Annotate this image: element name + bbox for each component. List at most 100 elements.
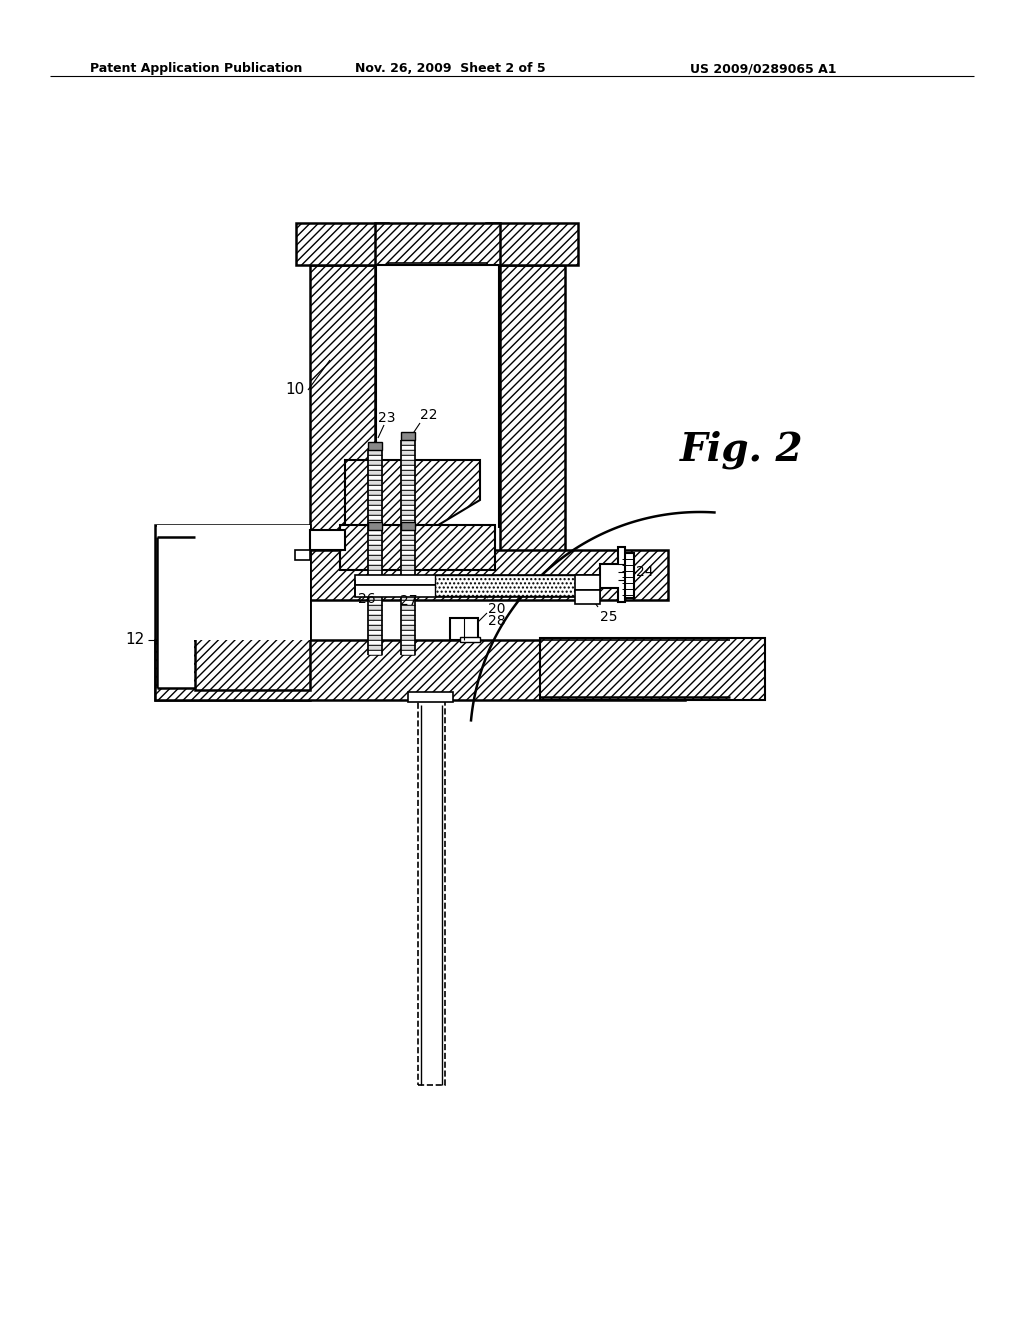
Bar bbox=[401, 450, 415, 455]
Bar bbox=[368, 576, 382, 579]
Bar bbox=[401, 645, 415, 649]
Bar bbox=[368, 470, 382, 475]
Bar bbox=[540, 638, 765, 700]
Bar bbox=[295, 550, 310, 560]
Bar bbox=[401, 470, 415, 475]
Bar bbox=[368, 615, 382, 620]
Text: 25: 25 bbox=[600, 610, 617, 624]
Text: 10: 10 bbox=[286, 383, 305, 397]
Bar bbox=[296, 223, 388, 265]
Bar bbox=[408, 692, 453, 702]
Bar bbox=[368, 585, 382, 590]
Text: 12: 12 bbox=[126, 632, 145, 648]
Bar bbox=[401, 495, 415, 500]
Bar bbox=[401, 579, 415, 585]
Bar bbox=[401, 465, 415, 470]
Bar bbox=[401, 624, 415, 630]
Text: 26: 26 bbox=[358, 591, 376, 606]
Bar bbox=[368, 450, 382, 455]
Bar bbox=[401, 506, 415, 510]
Bar bbox=[368, 475, 382, 480]
Bar bbox=[401, 615, 415, 620]
Text: Patent Application Publication: Patent Application Publication bbox=[90, 62, 302, 75]
Bar bbox=[401, 521, 415, 531]
Bar bbox=[368, 579, 382, 585]
Bar bbox=[486, 223, 578, 265]
Text: 23: 23 bbox=[378, 411, 395, 425]
Bar bbox=[368, 515, 382, 520]
Bar bbox=[622, 553, 634, 598]
Bar bbox=[310, 265, 375, 570]
Bar bbox=[450, 618, 478, 640]
Bar bbox=[401, 585, 415, 590]
Bar bbox=[401, 515, 415, 520]
Bar bbox=[368, 554, 382, 560]
Bar bbox=[401, 475, 415, 480]
Bar bbox=[401, 560, 415, 565]
Bar bbox=[401, 590, 415, 595]
Bar bbox=[500, 265, 565, 570]
Bar bbox=[401, 630, 415, 635]
Bar bbox=[401, 455, 415, 459]
Bar bbox=[401, 605, 415, 610]
Bar bbox=[368, 459, 382, 465]
Bar bbox=[368, 550, 382, 554]
Bar bbox=[401, 525, 415, 531]
Bar bbox=[460, 638, 480, 642]
Bar bbox=[401, 484, 415, 490]
Bar bbox=[401, 531, 415, 535]
Bar bbox=[157, 525, 310, 640]
Bar bbox=[195, 535, 310, 690]
Bar bbox=[401, 565, 415, 570]
Bar bbox=[401, 459, 415, 465]
Bar bbox=[368, 610, 382, 615]
Bar bbox=[368, 500, 382, 506]
Bar bbox=[418, 700, 445, 1085]
Text: US 2009/0289065 A1: US 2009/0289065 A1 bbox=[690, 62, 837, 75]
Bar bbox=[368, 649, 382, 655]
Bar bbox=[401, 570, 415, 576]
Bar bbox=[401, 620, 415, 624]
Bar bbox=[401, 635, 415, 640]
Bar bbox=[401, 540, 415, 545]
Bar bbox=[368, 495, 382, 500]
Bar bbox=[368, 601, 382, 605]
Bar bbox=[368, 535, 382, 540]
Bar bbox=[368, 635, 382, 640]
Bar bbox=[368, 560, 382, 565]
Bar bbox=[401, 440, 415, 445]
Bar bbox=[401, 550, 415, 554]
Bar bbox=[401, 640, 415, 645]
Bar bbox=[368, 620, 382, 624]
Bar bbox=[401, 535, 415, 540]
Bar bbox=[401, 610, 415, 615]
Bar bbox=[368, 590, 382, 595]
Bar bbox=[296, 550, 668, 601]
Bar bbox=[368, 595, 382, 601]
Bar bbox=[401, 595, 415, 601]
Bar bbox=[401, 500, 415, 506]
Bar bbox=[368, 521, 382, 531]
Text: 22: 22 bbox=[420, 408, 437, 422]
Bar bbox=[401, 601, 415, 605]
Bar bbox=[368, 525, 382, 531]
Bar bbox=[388, 263, 487, 279]
Bar bbox=[355, 576, 600, 585]
Bar bbox=[155, 525, 310, 700]
Bar bbox=[375, 223, 500, 265]
Bar bbox=[310, 531, 345, 550]
Bar bbox=[368, 640, 382, 645]
Bar bbox=[401, 576, 415, 579]
Bar bbox=[368, 506, 382, 510]
Polygon shape bbox=[600, 546, 625, 602]
Bar bbox=[575, 576, 600, 590]
Bar bbox=[340, 525, 495, 570]
Bar bbox=[368, 545, 382, 550]
Bar bbox=[368, 630, 382, 635]
Text: 27: 27 bbox=[400, 594, 418, 609]
Bar bbox=[435, 576, 590, 597]
Bar bbox=[401, 554, 415, 560]
Bar bbox=[368, 465, 382, 470]
Bar bbox=[368, 570, 382, 576]
Bar bbox=[401, 445, 415, 450]
